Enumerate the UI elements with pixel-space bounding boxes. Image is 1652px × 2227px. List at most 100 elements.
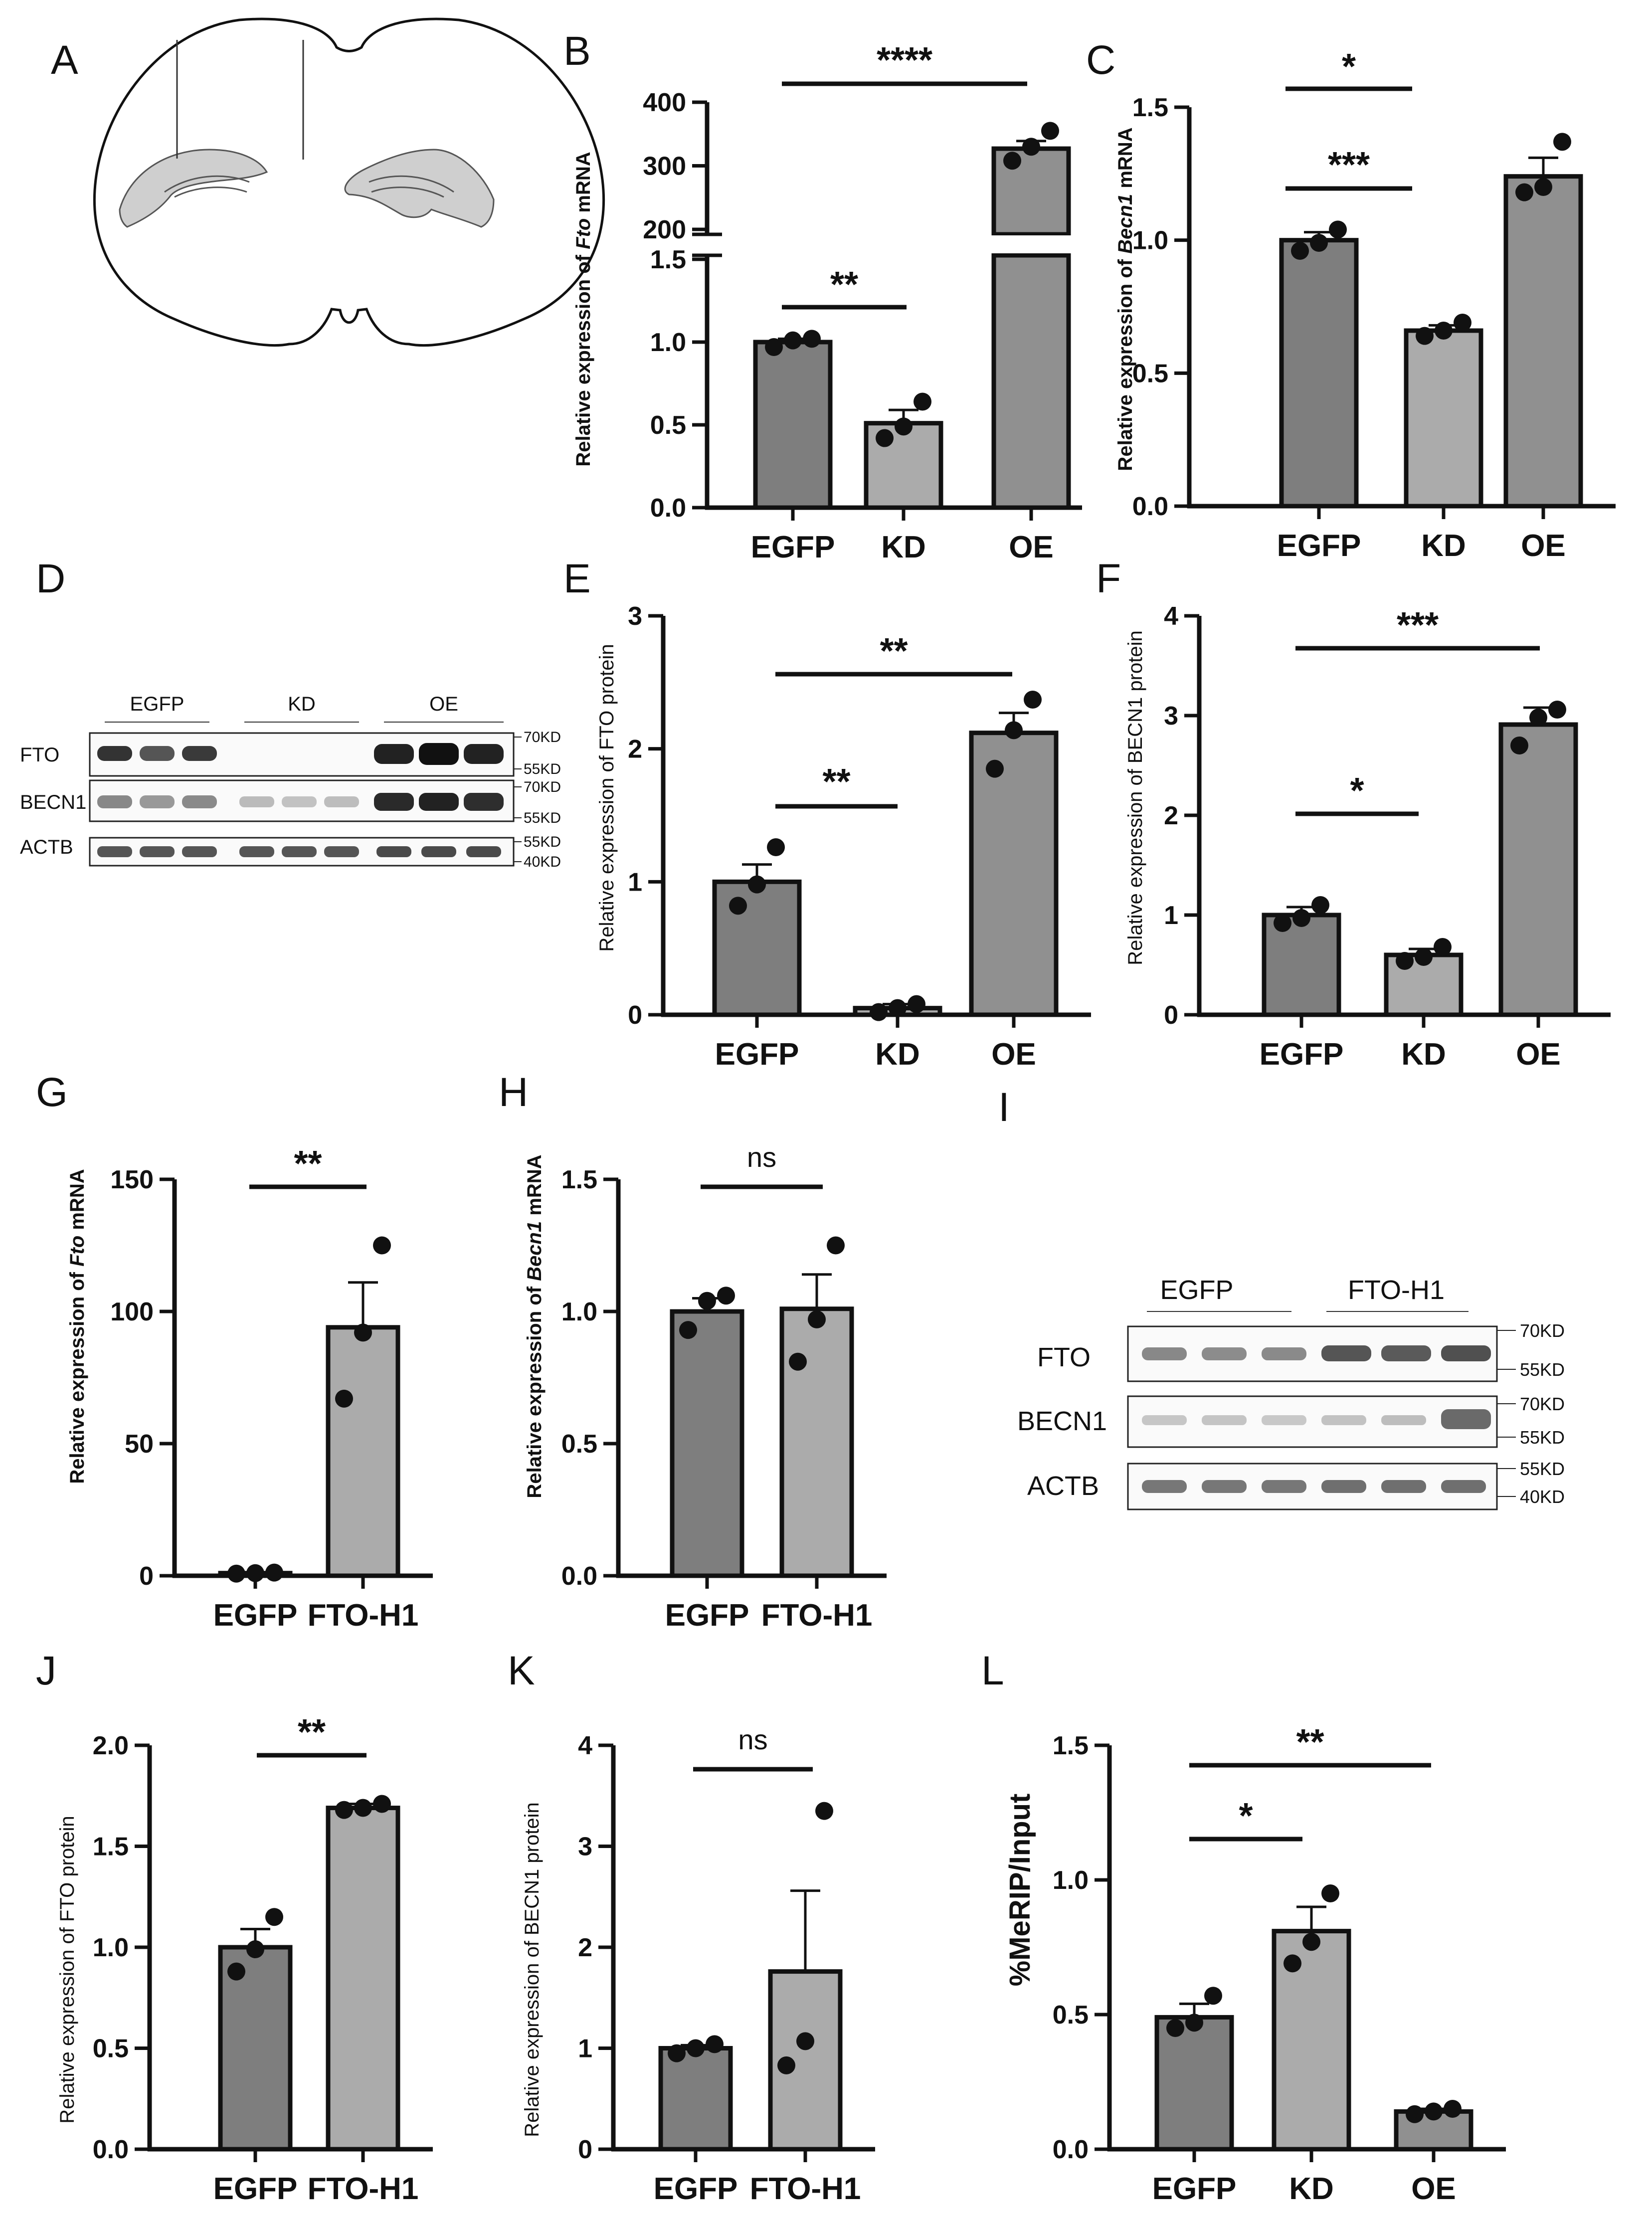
data-point [914,392,931,411]
category-label: FTO-H1 [761,1598,873,1633]
data-point [1425,2102,1443,2121]
category-label: EGFP [665,1598,749,1633]
data-point [1274,914,1291,932]
band [1381,1480,1426,1493]
significance-label: ** [1296,1722,1324,1762]
data-point [1311,896,1329,914]
y-tick-label: 2 [1164,801,1178,830]
category-label: EGFP [1260,1037,1344,1072]
bar [670,1309,744,1578]
panel-label-k: K [508,1648,535,1693]
data-point [908,995,925,1013]
significance-label: * [1342,47,1356,87]
data-point [1534,178,1552,196]
band [1321,1480,1366,1493]
category-label: EGFP [213,2172,298,2206]
y-tick-label: 3 [628,602,642,631]
data-point [1548,701,1566,719]
band [1381,1345,1431,1361]
category-label: EGFP [654,2172,738,2206]
data-point [777,2056,795,2074]
panel-label-i: I [998,1085,1010,1130]
chart-panel-j: 0.0 0.5 1.0 1.5 2.0 EGFP FTO-H1 ** [93,1712,433,2206]
data-point [373,1795,391,1813]
panel-label-e: E [563,556,591,601]
data-point [373,1236,391,1255]
data-point [767,838,785,856]
significance-label: * [1239,1796,1253,1836]
data-point [246,1940,264,1959]
y-tick-label: 1.5 [650,245,686,274]
data-point [815,1802,833,1820]
blot-d-group-kd: KD [288,693,316,715]
y-tick-label: 1.0 [1053,1866,1089,1895]
data-point [679,1321,697,1339]
y-axis-label-b: Relative expression of Fto mRNA [572,152,594,466]
data-point [796,2032,814,2050]
band [464,793,504,811]
panel-label-a: A [51,37,78,83]
band [324,846,359,857]
data-point [1553,133,1571,151]
category-label: EGFP [1152,2172,1237,2206]
category-label: EGFP [715,1037,799,1072]
y-axis-label-k: Relative expression of BECN1 protein [521,1802,543,2137]
blot-i-marker: 55KD [1520,1459,1565,1479]
y-axis-label-g: Relative expression of Fto mRNA [66,1169,88,1484]
significance-label: **** [877,40,932,80]
category-label: EGFP [213,1598,298,1633]
y-tick-label: 0 [1164,1001,1178,1030]
band [1142,1347,1187,1360]
western-blot-d: EGFP KD OE FTO BECN1 ACTB [20,693,561,870]
band [97,846,132,857]
category-label: OE [1521,529,1566,563]
data-point [1321,1884,1339,1902]
y-tick-label: 3 [1164,702,1178,731]
band [97,746,132,761]
chart-panel-g: 0 50 100 150 EGFP FTO-H1 ** [110,1144,433,1633]
data-point [765,338,783,356]
western-blot-i: EGFP FTO-H1 FTO BECN1 ACTB 70KD [1017,1275,1565,1510]
y-tick-label: 1.0 [561,1298,597,1326]
blot-i-strip [1127,1463,1498,1510]
y-tick-label: 0.0 [1132,492,1168,521]
blot-i-strip [1127,1325,1498,1382]
band [1321,1345,1371,1361]
y-tick-label: 400 [643,88,686,117]
data-point [335,1801,353,1819]
data-point [1529,709,1547,727]
band [466,846,501,857]
blot-i-marker: 70KD [1520,1320,1565,1341]
significance-label: ** [822,762,850,802]
y-tick-label: 1 [578,2035,592,2063]
band [1262,1480,1306,1493]
blot-i-row-actb: ACTB [1027,1471,1099,1501]
data-point [354,1799,372,1817]
data-point [1435,322,1453,340]
bar [969,731,1059,1017]
band [1142,1480,1187,1493]
blot-d-marker: 55KD [524,834,561,850]
band [182,746,217,761]
blot-i-marker: 40KD [1520,1486,1565,1507]
y-tick-label: 0 [139,1562,154,1591]
y-tick-label: 2.0 [93,1731,129,1760]
data-point [1024,691,1042,709]
blot-i-marker: 70KD [1520,1394,1565,1414]
y-tick-label: 300 [643,152,686,181]
data-point [876,429,894,447]
band [1381,1415,1426,1425]
data-point [827,1236,845,1255]
y-tick-label: 3 [578,1833,592,1861]
y-tick-label: 1.5 [1132,93,1168,122]
significance-label: ** [830,265,858,305]
dentate-gyrus-left [164,175,250,198]
y-tick-label: 100 [110,1298,154,1326]
data-point [729,897,747,915]
data-point [687,2039,705,2057]
band [1441,1409,1491,1429]
category-label: OE [1516,1037,1561,1072]
y-tick-label: 150 [110,1165,154,1194]
y-axis-label-h: Relative expression of Becn1 mRNA [524,1154,546,1498]
